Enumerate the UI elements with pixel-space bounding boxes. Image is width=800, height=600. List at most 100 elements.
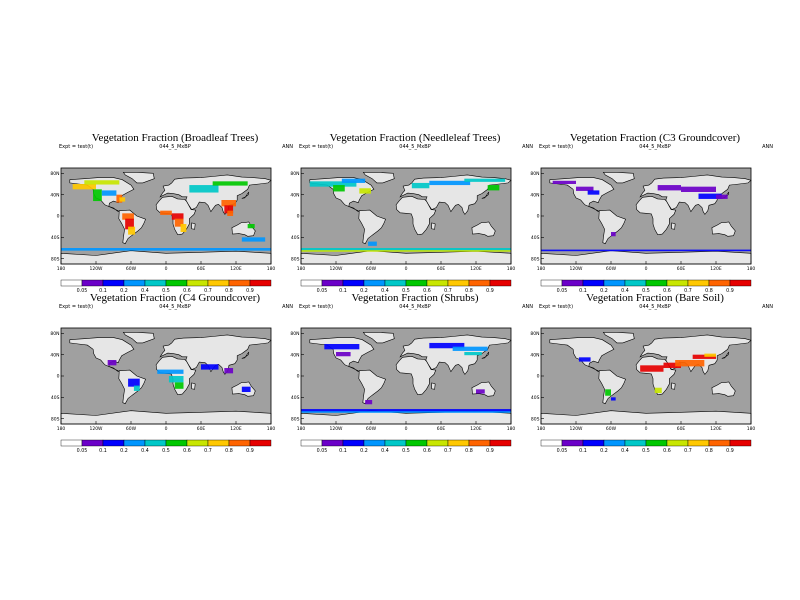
land-mass	[362, 171, 395, 184]
lon-tick-label: 120E	[470, 426, 482, 432]
lon-tick-label: 180	[57, 426, 66, 432]
vegetation-patch	[241, 237, 266, 242]
colorbar-swatch	[300, 439, 323, 447]
colorbar-label: 0.7	[684, 288, 692, 294]
season-label: ANN	[762, 304, 773, 310]
lon-tick-label: 120E	[230, 266, 242, 272]
lat-tick-label: 40N	[50, 352, 59, 358]
colorbar-swatch	[468, 279, 491, 287]
land-mass	[122, 171, 155, 184]
colorbar-label: 0.9	[246, 448, 254, 454]
colorbar-swatch	[60, 279, 83, 287]
lon-tick-label: 60W	[126, 266, 137, 272]
lat-tick-label: 40N	[50, 192, 59, 198]
colorbar-label: 0.4	[621, 448, 629, 454]
lon-tick-label: 180	[537, 426, 546, 432]
lat-tick-label: 80N	[50, 171, 59, 177]
lon-tick-label: 60W	[366, 266, 377, 272]
colorbar-label: 0.2	[360, 288, 368, 294]
vegetation-patch	[368, 241, 377, 246]
land-mass	[711, 221, 736, 237]
vegetation-patch	[189, 185, 219, 193]
colorbar-swatch	[489, 439, 512, 447]
vegetation-patch	[128, 378, 140, 387]
case-label: 044_5_MxBP	[639, 304, 671, 310]
vegetation-patch	[125, 218, 134, 230]
colorbar-label: 0.6	[663, 288, 671, 294]
map-svg: 80N 40N 0 40S 80S 180 120W 60W 0 60E 120E 180 0.05 0.…	[50, 167, 275, 294]
colorbar-swatch	[447, 279, 470, 287]
vegetation-patch	[301, 409, 511, 413]
colorbar-label: 0.4	[141, 288, 149, 294]
land-mass	[431, 222, 436, 230]
vegetation-patch	[552, 180, 576, 184]
vegetation-patch	[61, 248, 271, 251]
vegetation-patch	[171, 213, 184, 220]
land-mass	[481, 351, 490, 359]
colorbar-label: 0.1	[99, 288, 107, 294]
expt-label: Expt = test(t)	[299, 144, 334, 150]
colorbar-label: 0.9	[726, 288, 734, 294]
colorbar-swatch	[624, 439, 647, 447]
vegetation-patch	[365, 400, 373, 405]
vegetation-patch	[128, 226, 136, 235]
case-label: 044_5_MxBP	[159, 144, 191, 150]
colorbar-swatch	[102, 439, 125, 447]
colorbar-swatch	[81, 279, 104, 287]
colorbar-label: 0.5	[642, 448, 650, 454]
land-mass	[395, 355, 437, 396]
colorbar-swatch	[645, 279, 668, 287]
vegetation-patch	[716, 194, 728, 199]
vegetation-patch	[212, 181, 248, 186]
vegetation-patch	[429, 180, 471, 186]
colorbar-label: 0.1	[579, 288, 587, 294]
colorbar-swatch	[207, 279, 230, 287]
vegetation-patch	[429, 342, 465, 349]
case-label: 044_5_MxBP	[159, 304, 191, 310]
map-svg: 80N 40N 0 40S 80S 180 120W 60W 0 60E 120E 180 0.05 0.…	[290, 167, 515, 294]
lat-tick-label: 0	[57, 374, 60, 380]
lat-tick-label: 80N	[530, 171, 539, 177]
land-mass	[598, 209, 626, 245]
colorbar-swatch	[666, 279, 689, 287]
lon-tick-label: 60E	[197, 266, 206, 272]
colorbar-label: 0.05	[557, 448, 568, 454]
map-panel: Vegetation Fraction (Shrubs) Expt = test(…	[290, 292, 535, 454]
vegetation-patch	[160, 210, 172, 215]
vegetation-patch	[681, 186, 716, 192]
colorbar-swatch	[729, 279, 752, 287]
land-mass	[671, 382, 676, 390]
lon-tick-label: 120E	[710, 266, 722, 272]
colorbar-swatch	[582, 279, 605, 287]
colorbar-swatch	[81, 439, 104, 447]
vegetation-patch	[698, 193, 722, 199]
land-mass	[69, 337, 135, 372]
lat-tick-label: 80S	[51, 256, 60, 262]
colorbar-label: 0.6	[423, 448, 431, 454]
land-mass	[358, 369, 386, 405]
lon-tick-label: 120W	[89, 266, 103, 272]
vegetation-patch	[119, 197, 126, 202]
colorbar-swatch	[123, 279, 146, 287]
lat-tick-label: 40N	[290, 192, 299, 198]
lon-tick-label: 180	[507, 426, 516, 432]
lon-tick-label: 0	[405, 266, 408, 272]
map-panel: Vegetation Fraction (C3 Groundcover) Expt…	[530, 132, 775, 294]
land-mass	[241, 191, 250, 199]
vegetation-patch	[201, 364, 219, 370]
vegetation-patch	[476, 389, 485, 394]
colorbar-swatch	[708, 439, 731, 447]
season-label: ANN	[762, 144, 773, 150]
vegetation-patch	[157, 369, 184, 374]
vegetation-patch	[336, 352, 351, 357]
vegetation-patch	[578, 357, 591, 362]
colorbar-swatch	[102, 279, 125, 287]
vegetation-patch	[221, 200, 236, 207]
colorbar-label: 0.05	[557, 288, 568, 294]
map-panel: Vegetation Fraction (Bare Soil) Expt = te…	[530, 292, 775, 454]
colorbar-swatch	[561, 279, 584, 287]
vegetation-patch	[541, 249, 751, 252]
colorbar-label: 0.7	[204, 288, 212, 294]
land-mass	[358, 209, 386, 245]
colorbar-swatch	[666, 439, 689, 447]
